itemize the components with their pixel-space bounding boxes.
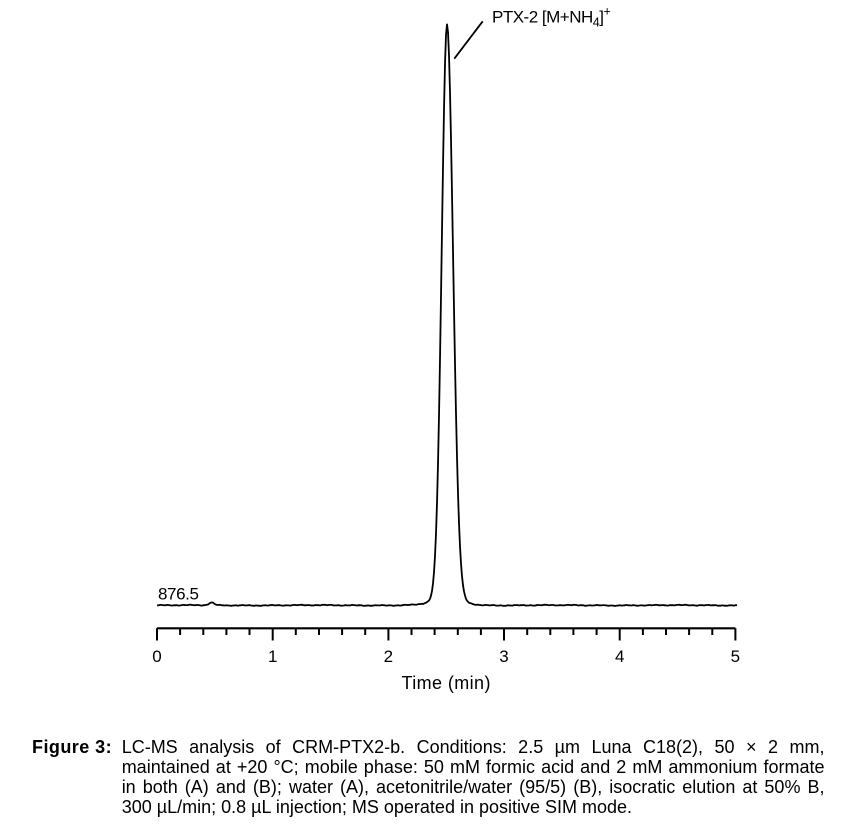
svg-text:3: 3: [499, 647, 508, 666]
svg-text:876.5: 876.5: [158, 585, 199, 604]
svg-text:Time (min): Time (min): [402, 673, 491, 693]
svg-text:2: 2: [384, 647, 393, 666]
svg-text:PTX-2 [M+NH4]+: PTX-2 [M+NH4]+: [492, 5, 610, 30]
svg-text:5: 5: [731, 647, 740, 666]
svg-text:4: 4: [615, 647, 624, 666]
svg-text:1: 1: [268, 647, 277, 666]
svg-text:0: 0: [152, 647, 161, 666]
